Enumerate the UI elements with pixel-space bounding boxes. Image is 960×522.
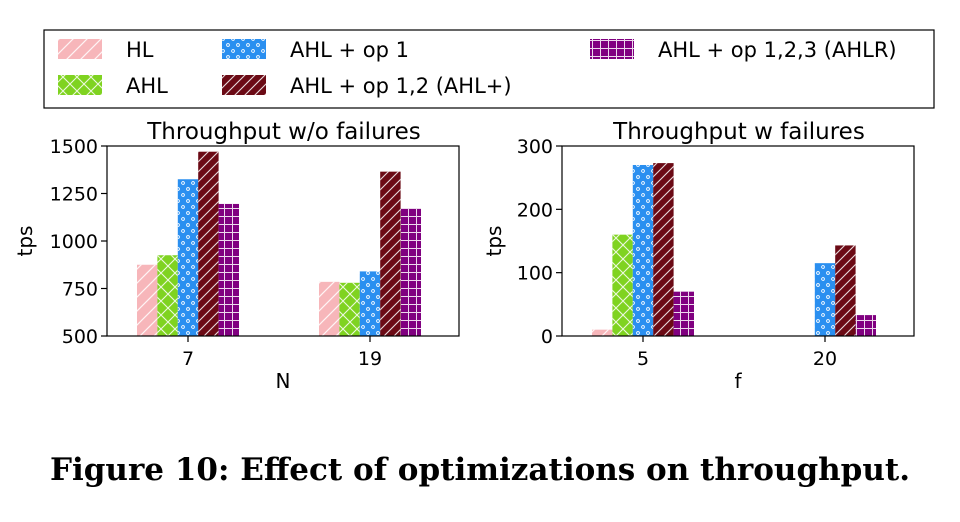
- y-tick-label: 0: [541, 326, 553, 348]
- y-tick-label: 1500: [50, 136, 98, 158]
- legend-swatch-hatch: [58, 39, 102, 59]
- y-tick-label: 200: [517, 199, 553, 221]
- bar-ahl-op-1-2-3-ahlr-19: [400, 208, 421, 336]
- bar-ahl-op-1-19: [359, 271, 381, 336]
- legend-swatch-hatch: [590, 39, 634, 59]
- bar-ahl-op-1-2-ahl-19: [380, 171, 401, 336]
- bar-ahl-op-1-20: [814, 263, 836, 336]
- bar-ahl-op-1-7: [177, 179, 199, 336]
- bar-ahl-op-1-5: [632, 165, 654, 336]
- bar-ahl-op-1-2-ahl-5: [653, 163, 674, 336]
- legend-swatch-hatch: [222, 75, 266, 95]
- legend-swatch-hatch: [222, 39, 266, 59]
- chart-left-x-ticks: 7 19: [182, 336, 382, 370]
- figure-caption: Figure 10: Effect of optimizations on th…: [49, 452, 911, 488]
- legend-item-ahl: AHL: [58, 74, 168, 98]
- y-tick-label: 300: [517, 136, 553, 158]
- chart-left-title: Throughput w/o failures: [146, 119, 420, 145]
- legend-label: HL: [126, 38, 154, 62]
- x-tick-label: 7: [182, 348, 194, 370]
- chart-right-x-ticks: 5 20: [637, 336, 837, 370]
- y-tick-label: 1250: [50, 184, 98, 206]
- bar-hl-19: [319, 281, 340, 336]
- chart-right-y-label: tps: [482, 226, 506, 257]
- legend-item-hl: HL: [58, 38, 154, 62]
- chart-right-axes-frame: [561, 145, 915, 337]
- legend-label: AHL + op 1: [290, 38, 409, 62]
- y-tick-label: 1000: [50, 231, 98, 253]
- bar-hl-7: [137, 264, 158, 336]
- legend-label: AHL + op 1,2,3 (AHLR): [658, 38, 897, 62]
- bar-ahl-7: [157, 255, 178, 336]
- chart-right-y-ticks: 0 100 200 300: [517, 136, 562, 348]
- legend-item-ahl-op-1-2-3-ahlr: AHL + op 1,2,3 (AHLR): [590, 38, 897, 62]
- legend-item-ahl-op-1-2-ahl: AHL + op 1,2 (AHL+): [222, 74, 512, 98]
- x-tick-label: 19: [358, 348, 382, 370]
- legend-label: AHL + op 1,2 (AHL+): [290, 74, 512, 98]
- chart-right-title: Throughput w failures: [612, 119, 865, 145]
- legend-swatch-hatch: [58, 75, 102, 95]
- chart-right: Throughput w failures 0 100 200 300 5 20 f t…: [482, 119, 915, 393]
- bar-ahl-op-1-2-3-ahlr-20: [855, 315, 876, 336]
- chart-left-bars: [137, 151, 421, 336]
- bar-ahl-op-1-2-ahl-7: [198, 151, 219, 336]
- legend: HL AHL + op 1 AHL + op 1,2,3 (AHLR) AHL AHL …: [43, 29, 935, 109]
- y-tick-label: 750: [62, 279, 98, 301]
- legend-frame: [43, 29, 935, 109]
- chart-right-bars: [592, 163, 876, 336]
- bar-hl-5: [592, 329, 613, 336]
- bar-ahl-op-1-2-3-ahlr-7: [218, 203, 239, 336]
- legend-item-ahl-op-1: AHL + op 1: [222, 38, 409, 62]
- bar-ahl-op-1-2-3-ahlr-5: [673, 291, 694, 336]
- chart-left: Throughput w/o failures 500 750 1000 1250 15…: [13, 119, 460, 393]
- chart-right-x-label: f: [734, 369, 742, 393]
- y-tick-label: 100: [517, 263, 553, 285]
- legend-label: AHL: [126, 74, 168, 98]
- chart-left-y-ticks: 500 750 1000 1250 1500: [50, 136, 107, 348]
- chart-left-x-label: N: [276, 369, 291, 393]
- y-tick-label: 500: [62, 326, 98, 348]
- x-tick-label: 20: [813, 348, 837, 370]
- chart-left-y-label: tps: [13, 226, 37, 257]
- bar-ahl-19: [339, 282, 360, 336]
- x-tick-label: 5: [637, 348, 649, 370]
- bar-ahl-op-1-2-ahl-20: [835, 245, 856, 336]
- bar-ahl-5: [612, 234, 633, 336]
